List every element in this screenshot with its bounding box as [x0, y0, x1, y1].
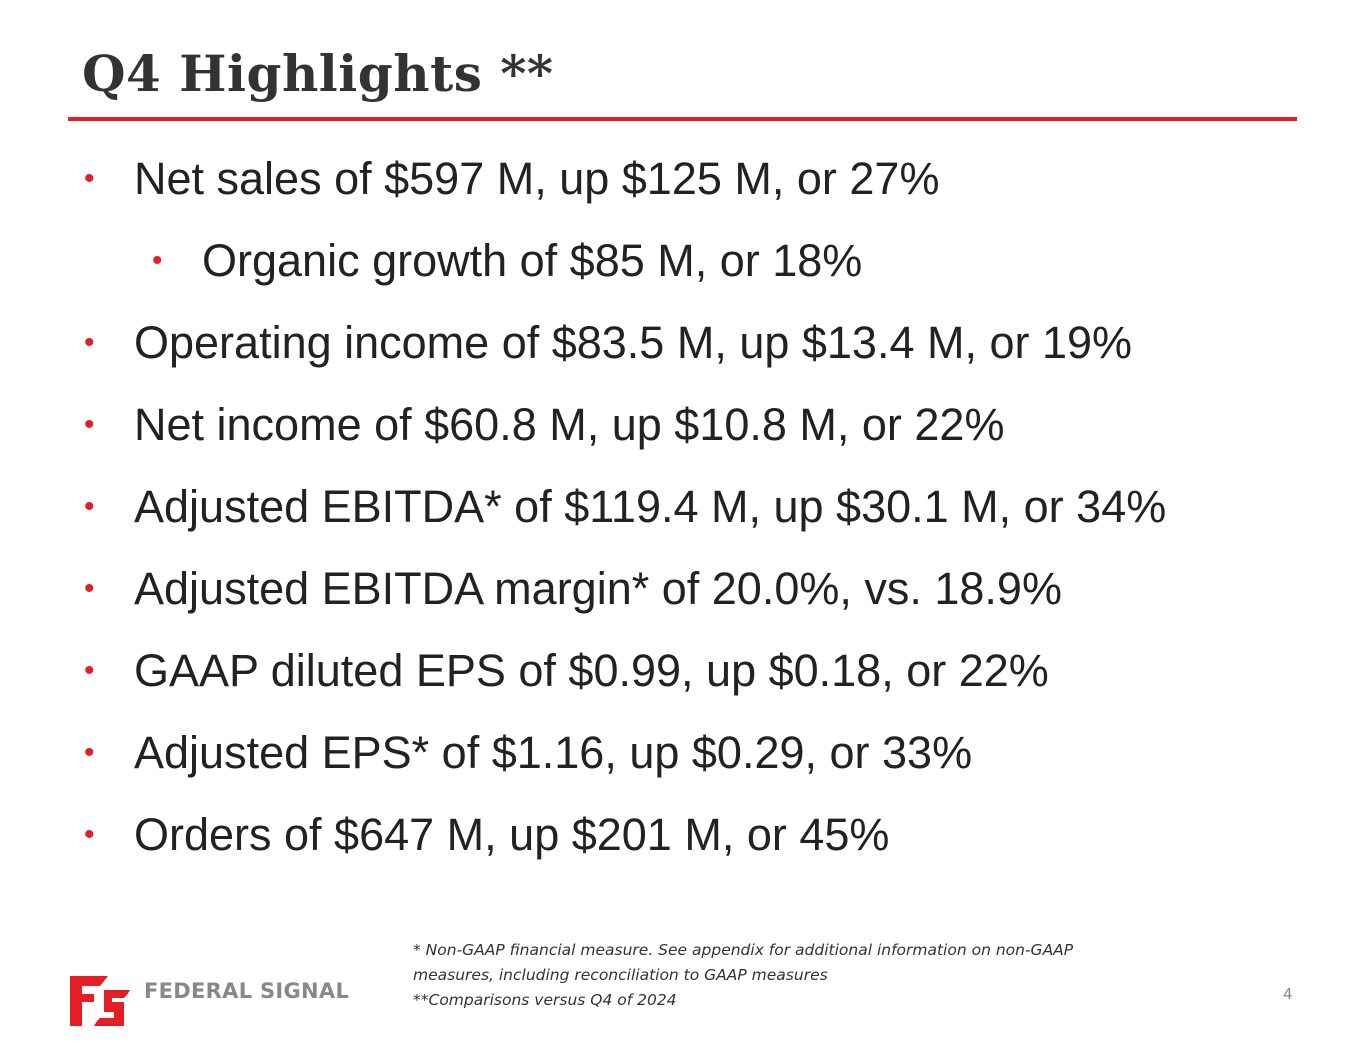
bullet-marker: •	[84, 736, 95, 769]
logo-text: FEDERAL SIGNAL	[144, 979, 350, 1003]
bullet-text: Organic growth of $85 M, or 18%	[202, 235, 863, 286]
bullet-text: Adjusted EBITDA* of $119.4 M, up $30.1 M…	[134, 481, 1167, 532]
bullet-item: • Net sales of $597 M, up $125 M, or 27%	[0, 138, 1365, 220]
bullet-item: • Adjusted EBITDA margin* of 20.0%, vs. …	[0, 548, 1365, 630]
sub-bullet-item: • Organic growth of $85 M, or 18%	[0, 220, 1365, 302]
footnotes: * Non-GAAP financial measure. See append…	[413, 938, 1173, 1013]
bullet-text: Adjusted EPS* of $1.16, up $0.29, or 33%	[134, 727, 973, 778]
bullet-text: Orders of $647 M, up $201 M, or 45%	[134, 809, 890, 860]
bullet-item: • Adjusted EBITDA* of $119.4 M, up $30.1…	[0, 466, 1365, 548]
bullet-text: Net sales of $597 M, up $125 M, or 27%	[134, 153, 940, 204]
bullet-marker: •	[152, 244, 163, 277]
bullet-marker: •	[84, 572, 95, 605]
highlights-list: • Net sales of $597 M, up $125 M, or 27%…	[0, 138, 1365, 876]
bullet-marker: •	[84, 408, 95, 441]
bullet-item: • GAAP diluted EPS of $0.99, up $0.18, o…	[0, 630, 1365, 712]
bullet-item: • Operating income of $83.5 M, up $13.4 …	[0, 302, 1365, 384]
footnote-line: measures, including reconciliation to GA…	[413, 966, 828, 984]
federal-signal-logo-icon	[70, 976, 130, 1026]
bullet-marker: •	[84, 654, 95, 687]
bullet-text: GAAP diluted EPS of $0.99, up $0.18, or …	[134, 645, 1049, 696]
bullet-text: Net income of $60.8 M, up $10.8 M, or 22…	[134, 399, 1005, 450]
bullet-marker: •	[84, 490, 95, 523]
title-divider	[68, 117, 1297, 121]
bullet-text: Adjusted EBITDA margin* of 20.0%, vs. 18…	[134, 563, 1062, 614]
footnote-line: * Non-GAAP financial measure. See append…	[413, 941, 1074, 959]
company-logo: FEDERAL SIGNAL	[68, 972, 358, 1028]
bullet-marker: •	[84, 326, 95, 359]
bullet-marker: •	[84, 162, 95, 195]
bullet-item: • Orders of $647 M, up $201 M, or 45%	[0, 794, 1365, 876]
bullet-item: • Adjusted EPS* of $1.16, up $0.29, or 3…	[0, 712, 1365, 794]
bullet-marker: •	[84, 818, 95, 851]
footnote-line: **Comparisons versus Q4 of 2024	[413, 991, 677, 1009]
bullet-text: Operating income of $83.5 M, up $13.4 M,…	[134, 317, 1133, 368]
slide-title: Q4 Highlights **	[82, 44, 554, 103]
bullet-item: • Net income of $60.8 M, up $10.8 M, or …	[0, 384, 1365, 466]
page-number: 4	[1283, 985, 1293, 1003]
